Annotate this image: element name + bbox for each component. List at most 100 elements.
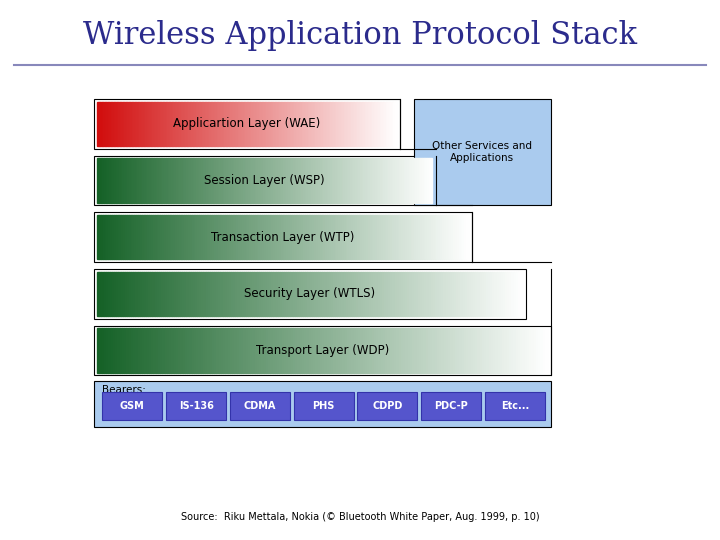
Bar [102,158,104,202]
Bar [133,328,135,373]
Bar [243,215,246,259]
Bar [106,102,108,146]
Bar [292,102,293,146]
Bar [212,158,215,202]
Bar [428,328,431,373]
Bar [251,158,253,202]
Bar [268,215,269,259]
Bar [124,102,125,146]
Bar [392,215,394,259]
Bar [289,102,290,146]
Bar [279,328,282,373]
Bar [320,158,322,202]
Bar [297,158,298,202]
Bar [360,102,361,146]
Bar [333,272,335,316]
Bar [284,272,287,316]
Bar [300,328,302,373]
Bar [343,102,345,146]
Bar [523,328,525,373]
Bar [359,272,361,316]
Bar [155,215,156,259]
Bar [250,102,251,146]
Bar [477,272,480,316]
Bar [375,272,377,316]
Bar [109,158,111,202]
Bar [297,215,300,259]
Bar [260,158,261,202]
Bar [444,215,446,259]
Bar [97,272,99,316]
Bar [511,272,513,316]
Bar [268,328,271,373]
Bar [245,158,246,202]
Bar [264,102,266,146]
Bar [418,158,420,202]
Bar [325,272,327,316]
Bar [350,158,351,202]
Bar [450,272,452,316]
Bar [251,215,253,259]
Bar [199,272,202,316]
Bar [335,215,336,259]
Bar [271,328,273,373]
Text: Applicartion Layer (WAE): Applicartion Layer (WAE) [173,117,320,130]
Bar [356,102,357,146]
Bar [249,215,251,259]
Bar [378,102,379,146]
Bar [401,272,403,316]
Bar [253,215,255,259]
Bar [382,102,384,146]
Bar [338,102,339,146]
Bar [513,272,516,316]
Bar [169,102,171,146]
Bar [168,102,169,146]
Bar [338,328,341,373]
Bar [206,158,207,202]
Bar [161,215,162,259]
Bar [99,158,101,202]
Bar [219,328,221,373]
Bar [255,158,256,202]
Bar [314,102,315,146]
Bar [366,158,369,202]
Bar [110,215,112,259]
Bar [365,272,367,316]
Bar [462,215,464,259]
Bar [108,102,109,146]
Bar [364,158,365,202]
Bar [117,272,119,316]
Bar [107,158,109,202]
Bar [397,158,399,202]
Bar [359,215,361,259]
Bar [214,272,216,316]
Bar [287,215,288,259]
Bar [327,215,329,259]
Bar [221,102,222,146]
Bar [156,102,157,146]
Bar [100,102,102,146]
Bar [167,328,169,373]
Bar [204,158,206,202]
Bar [153,215,155,259]
Bar [356,328,359,373]
Bar [138,328,140,373]
Bar [390,328,392,373]
Bar [147,328,149,373]
Bar [348,215,349,259]
Bar [203,215,204,259]
Bar [357,392,418,420]
Bar [265,272,267,316]
Bar [153,328,156,373]
Bar [315,158,317,202]
Bar [418,215,420,259]
Bar [121,215,123,259]
Bar [475,328,477,373]
Bar [335,158,336,202]
Bar [158,102,160,146]
Bar [125,215,127,259]
Bar [322,215,323,259]
Bar [238,272,240,316]
Bar [516,272,518,316]
Bar [151,215,153,259]
